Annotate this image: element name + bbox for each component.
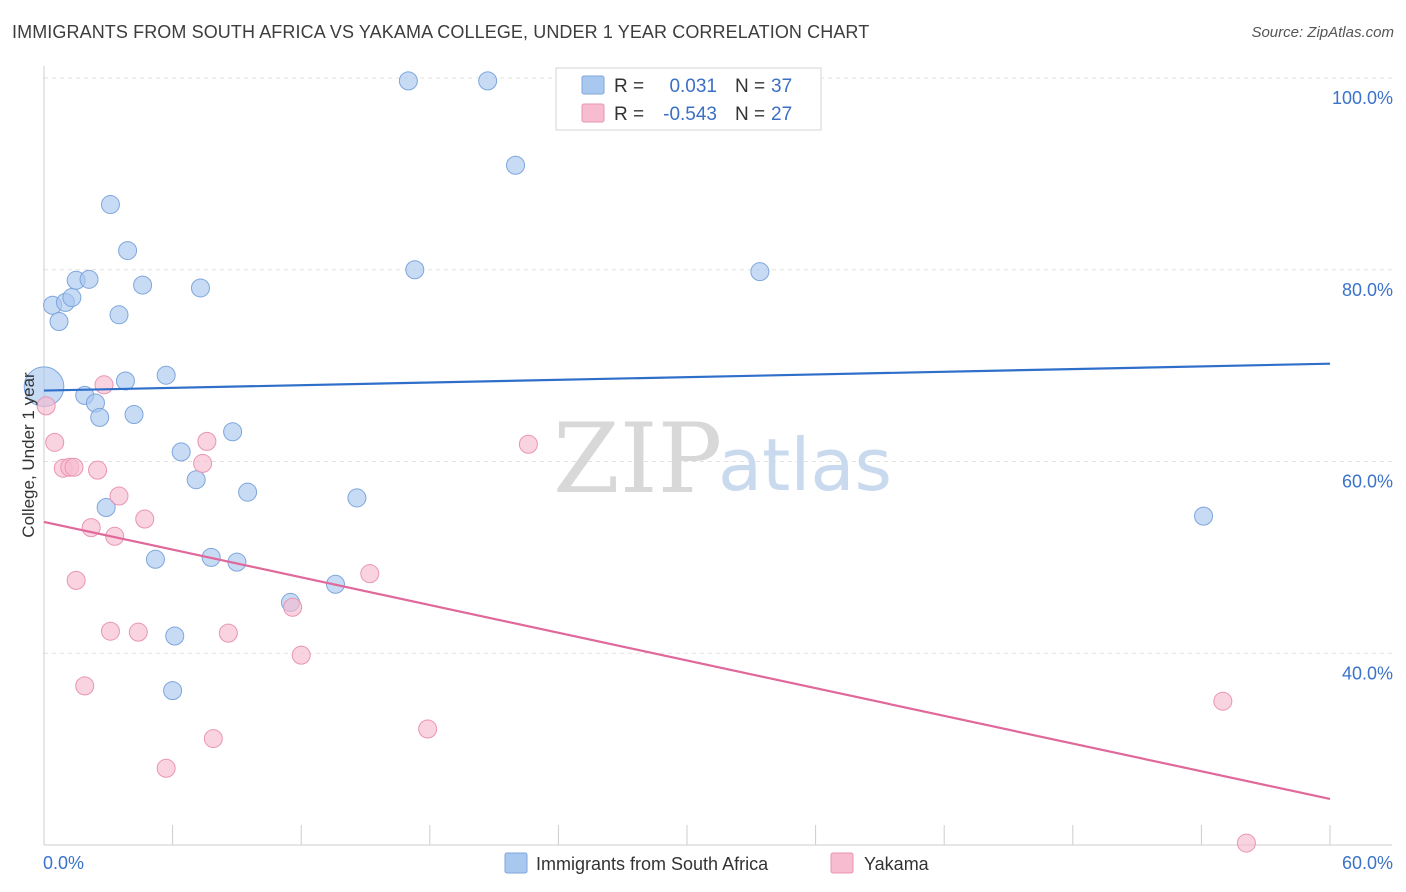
legend: Immigrants from South Africa Yakama: [504, 852, 930, 874]
stats-swatch-pink: [581, 103, 605, 123]
point-immigrants-11: [100, 195, 120, 215]
point-immigrants-31: [398, 71, 418, 91]
stats-box: R = 0.031 N = 37 R = -0.543 N = 27: [555, 67, 822, 131]
point-yakama-24: [518, 434, 538, 454]
point-yakama-1: [45, 432, 65, 452]
point-immigrants-10: [96, 498, 116, 518]
point-yakama-9: [94, 375, 114, 395]
trend-line-yakama: [43, 520, 1331, 801]
stats-r-label-2: R =: [614, 104, 644, 125]
point-yakama-17: [197, 431, 217, 451]
point-immigrants-14: [118, 241, 138, 261]
watermark-atlas: atlas: [718, 423, 892, 507]
point-immigrants-2: [49, 312, 69, 332]
point-yakama-10: [100, 621, 120, 641]
point-immigrants-21: [171, 442, 191, 462]
point-immigrants-35: [750, 262, 770, 282]
watermark-zip: ZIP: [553, 403, 722, 515]
chart-title: IMMIGRANTS FROM SOUTH AFRICA VS YAKAMA C…: [12, 22, 870, 42]
legend-label-immigrants: Immigrants from South Africa: [536, 854, 769, 874]
point-immigrants-30: [347, 488, 367, 508]
point-yakama-22: [360, 564, 380, 584]
point-immigrants-15: [124, 405, 144, 425]
y-tick-label-3: 40.0%: [1342, 663, 1393, 683]
point-immigrants-9: [90, 407, 110, 427]
point-immigrants-23: [190, 278, 210, 298]
stats-n-value-1: 37: [771, 76, 792, 97]
legend-label-yakama: Yakama: [864, 854, 930, 874]
point-immigrants-19: [163, 681, 183, 701]
point-yakama-21: [291, 645, 311, 665]
point-immigrants-22: [186, 470, 206, 490]
point-immigrants-34: [506, 155, 526, 175]
legend-swatch-blue: [504, 852, 528, 874]
y-tick-label-2: 60.0%: [1342, 472, 1393, 492]
point-immigrants-4: [62, 288, 82, 308]
source-credit: Source: ZipAtlas.com: [1251, 24, 1394, 41]
trend-line-immigrants: [43, 362, 1331, 392]
x-tick-label-max: 60.0%: [1342, 853, 1393, 873]
point-immigrants-36: [1194, 506, 1214, 526]
y-tick-labels: 100.0% 80.0% 60.0% 40.0%: [1332, 88, 1393, 683]
data-points: [23, 71, 1256, 853]
x-tick-label-min: 0.0%: [43, 853, 84, 873]
legend-swatch-pink: [830, 852, 854, 874]
y-axis-label: College, Under 1 year: [19, 372, 38, 538]
y-tick-label-0: 100.0%: [1332, 88, 1393, 108]
point-immigrants-26: [223, 422, 243, 442]
point-yakama-12: [109, 486, 129, 506]
point-immigrants-20: [165, 626, 185, 646]
point-immigrants-17: [145, 549, 165, 569]
point-immigrants-18: [156, 365, 176, 385]
stats-r-label-1: R =: [614, 76, 644, 97]
point-yakama-8: [88, 460, 108, 480]
point-yakama-6: [75, 676, 95, 696]
point-immigrants-13: [115, 371, 135, 391]
point-immigrants-12: [109, 305, 129, 325]
point-yakama-5: [66, 570, 86, 590]
point-yakama-0: [36, 396, 56, 416]
point-immigrants-32: [405, 260, 425, 280]
stats-n-value-2: 27: [771, 104, 792, 125]
point-yakama-25: [1213, 691, 1233, 711]
trend-lines: [43, 362, 1331, 801]
point-yakama-26: [1236, 833, 1256, 853]
point-yakama-16: [193, 453, 213, 473]
point-yakama-18: [203, 729, 223, 749]
point-immigrants-27: [238, 482, 258, 502]
watermark: ZIP atlas: [553, 403, 892, 515]
point-yakama-15: [156, 758, 176, 778]
stats-n-label-2: N =: [735, 104, 765, 125]
point-yakama-13: [128, 622, 148, 642]
stats-n-label-1: N =: [735, 76, 765, 97]
stats-r-value-2: -0.543: [663, 104, 717, 125]
y-tick-label-1: 80.0%: [1342, 280, 1393, 300]
point-yakama-14: [135, 509, 155, 529]
point-yakama-20: [283, 597, 303, 617]
axes: [43, 66, 1392, 846]
stats-swatch-blue: [581, 75, 605, 95]
point-immigrants-33: [478, 71, 498, 91]
point-immigrants-6: [79, 269, 99, 289]
point-immigrants-16: [133, 275, 153, 295]
point-yakama-19: [218, 623, 238, 643]
point-yakama-4: [64, 457, 84, 477]
stats-r-value-1: 0.031: [669, 76, 717, 97]
point-yakama-23: [418, 719, 438, 739]
